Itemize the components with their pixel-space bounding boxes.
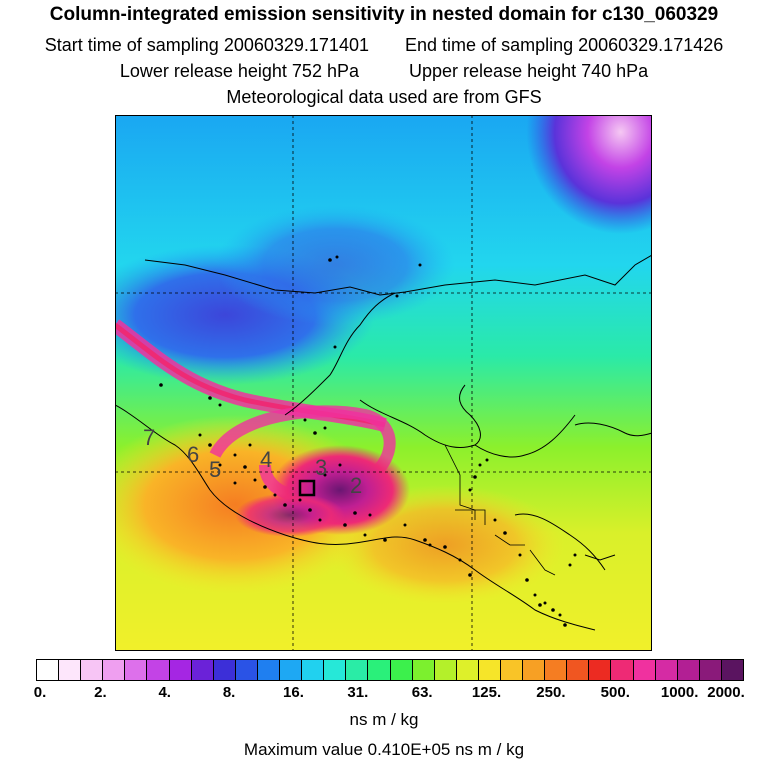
legend-swatch xyxy=(147,660,170,680)
legend-swatch xyxy=(37,660,60,680)
legend-tick-label: 4. xyxy=(158,684,171,701)
contour-label-4: 4 xyxy=(260,447,272,472)
legend-tick-label: 1000. xyxy=(660,684,699,701)
legend-swatch xyxy=(280,660,303,680)
lat-lon-grid xyxy=(115,115,652,651)
legend-swatch xyxy=(324,660,347,680)
legend-tick-label: 2. xyxy=(94,684,107,701)
legend-swatch xyxy=(125,660,148,680)
legend-swatch xyxy=(523,660,546,680)
legend-swatch xyxy=(456,660,479,680)
met-data-note: Meteorological data used are from GFS xyxy=(226,87,542,107)
lower-release-height: Lower release height 752 hPa xyxy=(119,61,359,81)
legend-swatch xyxy=(412,660,435,680)
contour-label-2: 2 xyxy=(350,473,362,498)
contour-label-6: 6 xyxy=(187,442,199,467)
legend-swatch xyxy=(567,660,590,680)
point-sources xyxy=(159,255,577,627)
legend-swatch xyxy=(390,660,413,680)
map-frame xyxy=(115,115,652,651)
legend-swatch xyxy=(169,660,192,680)
legend-swatch xyxy=(59,660,82,680)
figure-title: Column-integrated emission sensitivity i… xyxy=(49,4,719,25)
release-height-row: Lower release height 752 hPa Upper relea… xyxy=(0,61,768,82)
legend-tick-label: 63. xyxy=(411,684,433,701)
legend-swatch xyxy=(346,660,369,680)
legend-ticks: 0. 2. 4. 8. 16. 31. 63. 125. 250. 500. 1000. 2000. xyxy=(0,684,768,704)
legend-tick-label: 8. xyxy=(222,684,236,701)
legend-tick-label: 2000. xyxy=(707,684,745,701)
coastlines xyxy=(115,254,652,631)
country-borders xyxy=(444,444,556,576)
legend-tick-label: 500. xyxy=(600,684,630,701)
start-time: Start time of sampling 20060329.171401 xyxy=(44,35,369,55)
legend-tick-label: 0. xyxy=(33,684,47,701)
legend-swatch xyxy=(677,660,700,680)
legend-swatch xyxy=(302,660,325,680)
release-location-marker xyxy=(298,479,316,497)
legend-swatch xyxy=(633,660,656,680)
legend-swatch xyxy=(500,660,524,680)
legend-swatch xyxy=(235,660,258,680)
legend-tick-label: 125. xyxy=(471,684,502,701)
upper-release-height: Upper release height 740 hPa xyxy=(409,61,649,81)
legend-swatch xyxy=(589,660,612,680)
upper-right-low-region xyxy=(495,115,652,285)
contour-labels: 7 6 5 4 3 2 xyxy=(143,425,362,498)
contour-label-7: 7 xyxy=(143,425,155,450)
legend-tick-label: 250. xyxy=(536,684,566,701)
legend-swatch xyxy=(257,660,281,680)
maximum-value: Maximum value 0.410E+05 ns m / kg xyxy=(243,740,525,759)
sensitivity-map: 7 6 5 4 3 2 xyxy=(115,115,652,651)
legend-swatch xyxy=(611,660,634,680)
end-time: End time of sampling 20060329.171426 xyxy=(405,35,724,55)
contour-label-3: 3 xyxy=(315,455,327,480)
color-legend xyxy=(36,659,744,681)
map-canvas: 7 6 5 4 3 2 xyxy=(115,115,652,651)
legend-tick-label: 31. xyxy=(347,684,369,701)
units-label: ns m / kg xyxy=(349,710,419,729)
legend-swatch xyxy=(103,660,126,680)
legend-tick-label: 16. xyxy=(283,684,304,701)
legend-swatch xyxy=(545,660,568,680)
legend-swatch xyxy=(721,660,743,680)
legend-swatch xyxy=(81,660,104,680)
sampling-time-row: Start time of sampling 20060329.171401 E… xyxy=(0,35,768,56)
contour-label-5: 5 xyxy=(209,457,221,482)
legend-swatch xyxy=(478,660,501,680)
legend-swatch xyxy=(655,660,678,680)
legend-swatch xyxy=(434,660,457,680)
legend-swatch xyxy=(699,660,722,680)
legend-swatch xyxy=(213,660,236,680)
legend-swatch xyxy=(191,660,214,680)
high-sensitivity-core xyxy=(235,493,345,537)
low-sensitivity-region xyxy=(215,205,455,325)
legend-swatch xyxy=(368,660,391,680)
